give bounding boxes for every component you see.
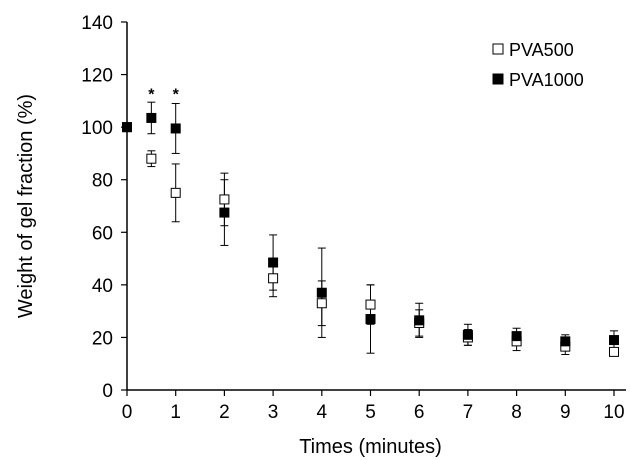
y-tick-label: 60 (92, 223, 113, 244)
x-tick-label: 2 (219, 402, 230, 423)
legend: PVA500 PVA1000 (492, 40, 584, 90)
y-tick-label: 140 (81, 13, 113, 34)
data-point-pva1000 (511, 331, 522, 342)
data-point-pva1000 (560, 336, 571, 347)
data-point-pva1000 (365, 314, 376, 325)
y-tick-label: 0 (102, 381, 113, 402)
data-points (122, 112, 619, 357)
data-point-pva1000 (219, 207, 230, 218)
data-point-pva500 (609, 346, 619, 357)
significance-marker: * (148, 87, 155, 104)
legend-label: PVA500 (509, 40, 574, 60)
error-bars (147, 101, 618, 357)
data-point-pva500 (268, 273, 279, 284)
data-point-pva1000 (170, 123, 181, 134)
legend-marker (492, 43, 504, 55)
data-point-pva1000 (122, 122, 132, 133)
data-point-pva1000 (146, 112, 157, 123)
x-ticks: 0 1 2 3 4 5 6 7 8 9 10 (122, 390, 625, 423)
x-tick-label: 3 (268, 402, 279, 423)
x-tick-label: 9 (560, 402, 571, 423)
data-point-pva1000 (609, 335, 619, 346)
annotations: * * (148, 87, 179, 104)
x-tick-label: 4 (317, 402, 328, 423)
x-tick-label: 0 (122, 402, 133, 423)
x-tick-label: 10 (603, 402, 624, 423)
x-tick-label: 8 (511, 402, 522, 423)
data-point-pva500 (316, 298, 327, 309)
x-tick-label: 1 (170, 402, 181, 423)
y-ticks: 0 20 40 60 80 100 120 140 (81, 13, 127, 402)
x-axis-title: Times (minutes) (299, 436, 442, 458)
y-axis-title: Weight of gel fraction (%) (15, 94, 37, 318)
data-point-pva1000 (268, 257, 279, 268)
data-point-pva500 (219, 194, 230, 205)
data-point-pva500 (365, 299, 376, 310)
axes (126, 22, 626, 391)
y-tick-label: 100 (81, 118, 113, 139)
y-tick-label: 40 (92, 276, 113, 297)
significance-marker: * (173, 87, 180, 104)
y-tick-label: 120 (81, 66, 113, 87)
x-tick-label: 5 (365, 402, 376, 423)
data-point-pva1000 (414, 315, 425, 326)
data-point-pva500 (170, 187, 181, 198)
x-tick-label: 6 (414, 402, 425, 423)
y-tick-label: 20 (92, 328, 113, 349)
data-point-pva1000 (462, 329, 473, 340)
legend-label: PVA1000 (509, 70, 584, 90)
data-point-pva1000 (316, 287, 327, 298)
legend-marker (492, 73, 504, 85)
data-point-pva500 (146, 153, 157, 164)
y-tick-label: 80 (92, 171, 113, 192)
x-tick-label: 7 (463, 402, 474, 423)
